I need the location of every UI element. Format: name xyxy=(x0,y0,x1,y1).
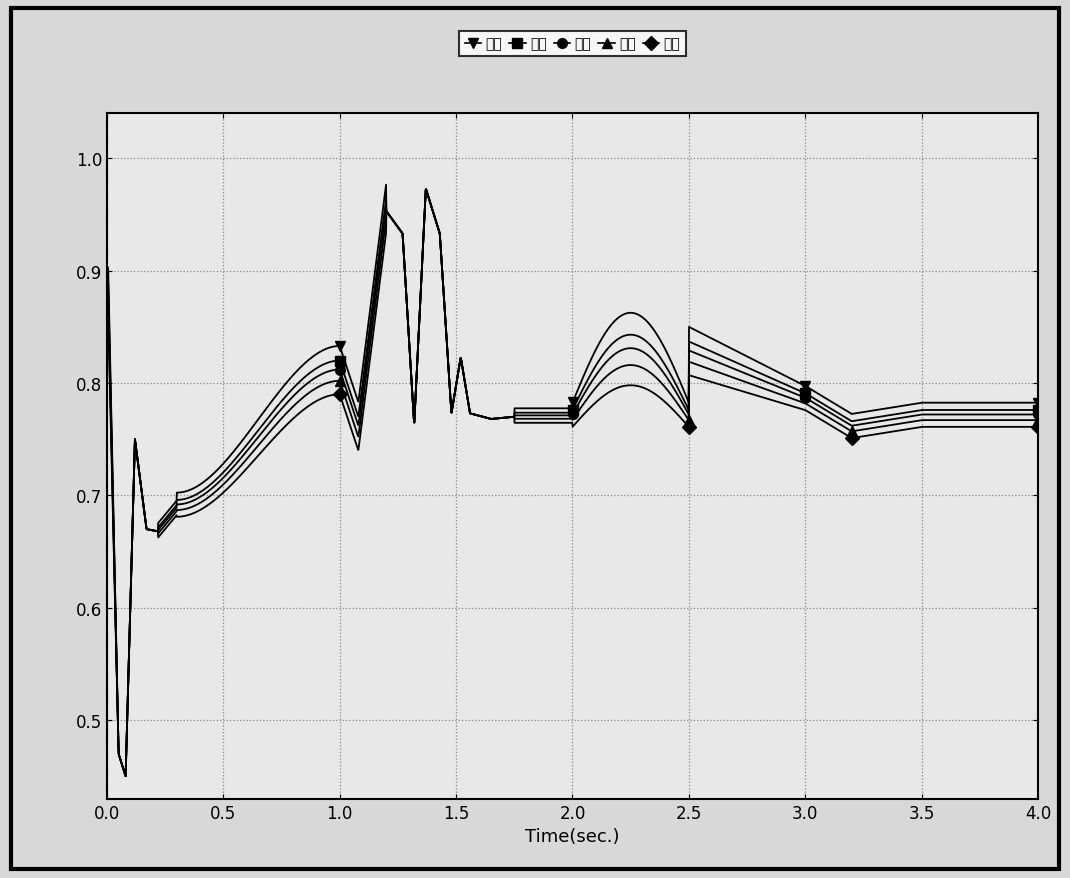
Legend: 博文, 人民, 融城, 柳林, 峡宽: 博文, 人民, 融城, 柳林, 峡宽 xyxy=(459,32,686,57)
X-axis label: Time(sec.): Time(sec.) xyxy=(525,827,620,846)
